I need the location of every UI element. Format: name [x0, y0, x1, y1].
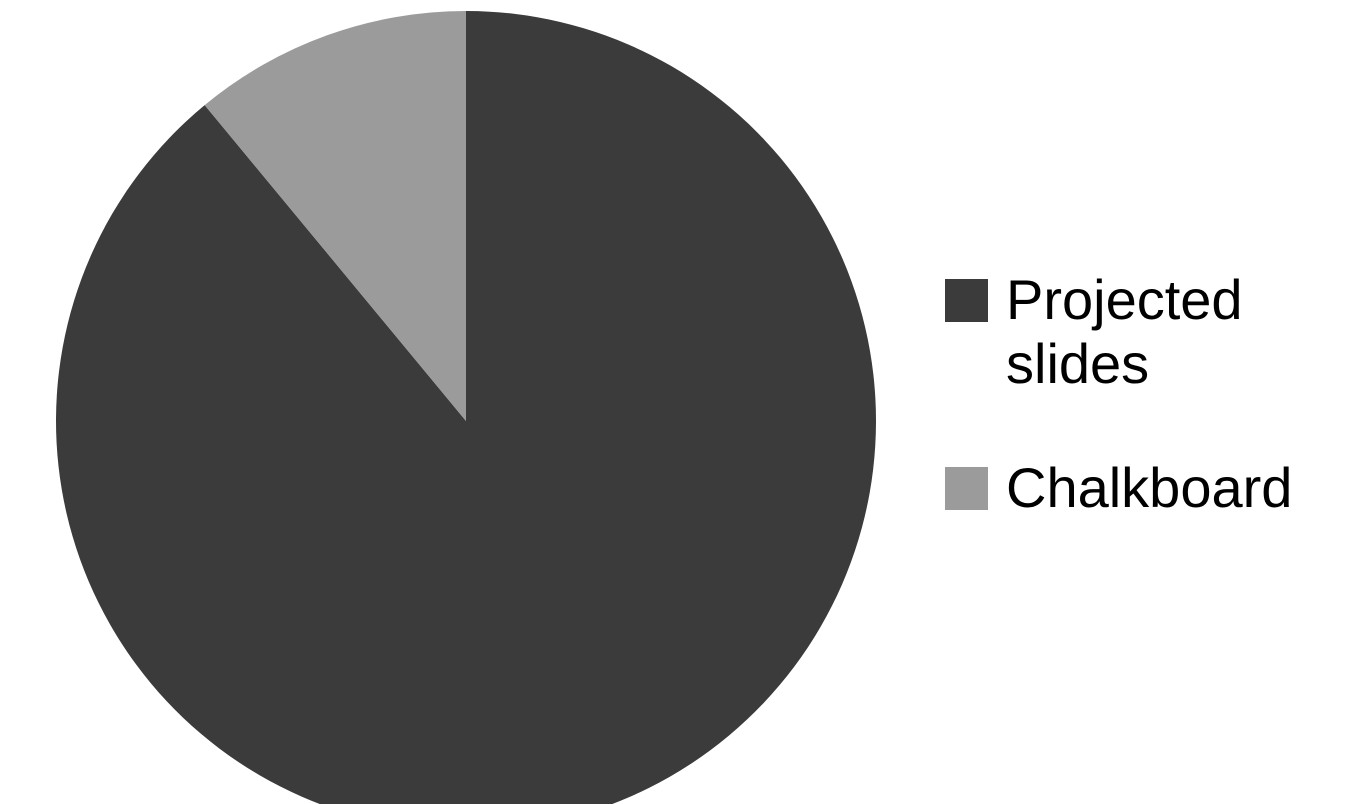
- legend-swatch-projected-slides: [945, 279, 988, 322]
- legend-item-projected-slides: Projected slides: [945, 268, 1355, 396]
- pie-slices: [56, 11, 876, 804]
- legend-item-chalkboard: Chalkboard: [945, 456, 1355, 520]
- pie-slice-chalkboard: [204, 11, 466, 421]
- legend-swatch-chalkboard: [945, 467, 988, 510]
- legend-label-projected-slides: Projected slides: [1006, 268, 1243, 395]
- legend-label-chalkboard: Chalkboard: [1006, 456, 1293, 519]
- pie-slice-projected-slides: [56, 11, 876, 804]
- chart-legend: Projected slides Chalkboard: [945, 268, 1355, 580]
